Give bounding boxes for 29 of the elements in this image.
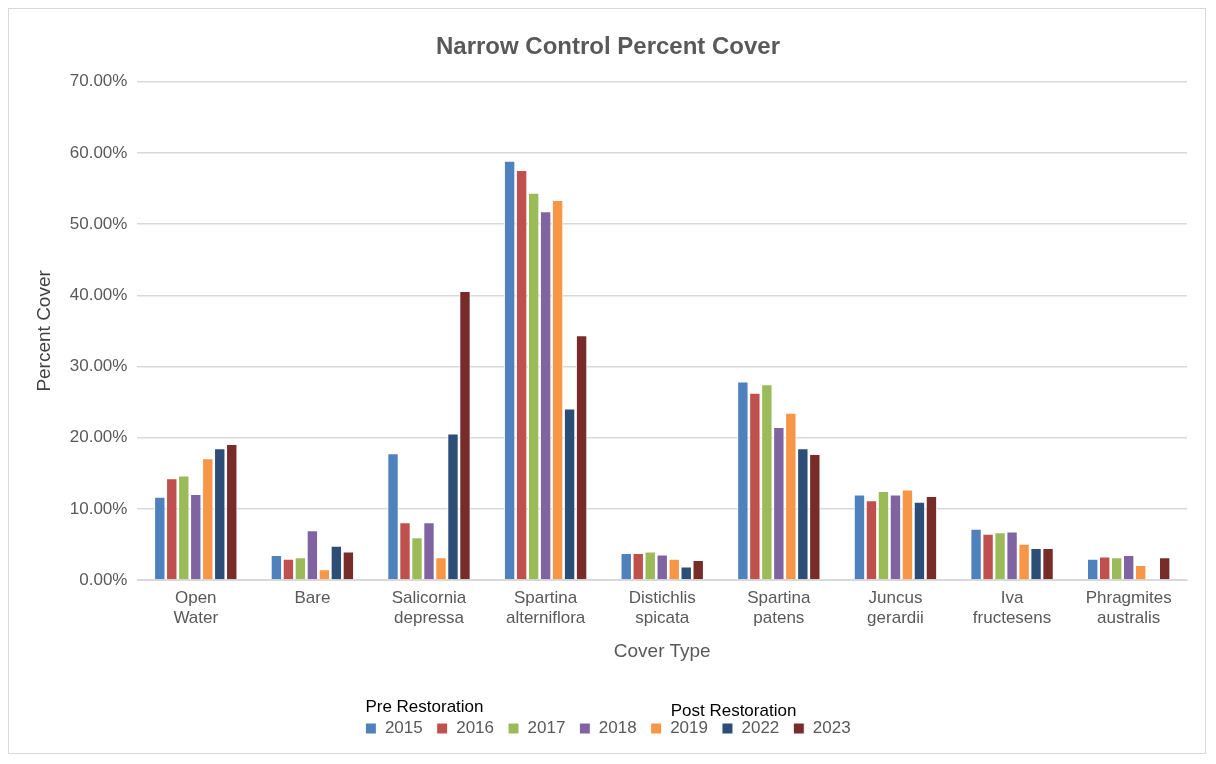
y-tick-label: 20.00% xyxy=(69,427,128,447)
y-axis-title: Percent Cover xyxy=(32,269,54,392)
x-tick-label: Open Water xyxy=(173,587,219,628)
y-tick-label: 60.00% xyxy=(69,142,128,162)
legend-label: 2018 xyxy=(598,718,637,738)
chart-title: Narrow Control Percent Cover xyxy=(435,32,781,60)
legend-label: 2022 xyxy=(741,718,780,738)
y-tick-label: 40.00% xyxy=(69,285,128,304)
x-tick-label: Phragmites australis xyxy=(1085,587,1172,628)
y-tick-label: 50.00% xyxy=(69,213,128,233)
legend-label: 2019 xyxy=(670,718,708,738)
y-tick-label: 0.00% xyxy=(79,569,128,589)
x-axis-title: Cover Type xyxy=(613,640,711,662)
legend-label: 2015 xyxy=(384,718,423,738)
x-tick-label: Juncus gerardii xyxy=(867,587,924,628)
legend-label: 2023 xyxy=(812,718,851,738)
x-tick-label: Bare xyxy=(294,587,331,607)
x-tick-label: Iva fructesens xyxy=(972,587,1052,628)
legend-label: 2016 xyxy=(456,718,495,738)
x-tick-label: Spartina alterniflora xyxy=(505,587,586,628)
legend-label: 2017 xyxy=(527,718,566,738)
text: Post Restoration xyxy=(670,701,797,721)
y-tick-label: 30.00% xyxy=(69,356,128,376)
x-tick-label: Salicornia depressa xyxy=(391,587,467,628)
y-tick-label: 70.00% xyxy=(69,71,128,91)
x-tick-label: Spartina patens xyxy=(747,587,812,628)
y-tick-label: 10.00% xyxy=(69,498,128,518)
text: Pre Restoration xyxy=(365,697,484,717)
x-tick-label: Distichlis spicata xyxy=(628,587,696,628)
